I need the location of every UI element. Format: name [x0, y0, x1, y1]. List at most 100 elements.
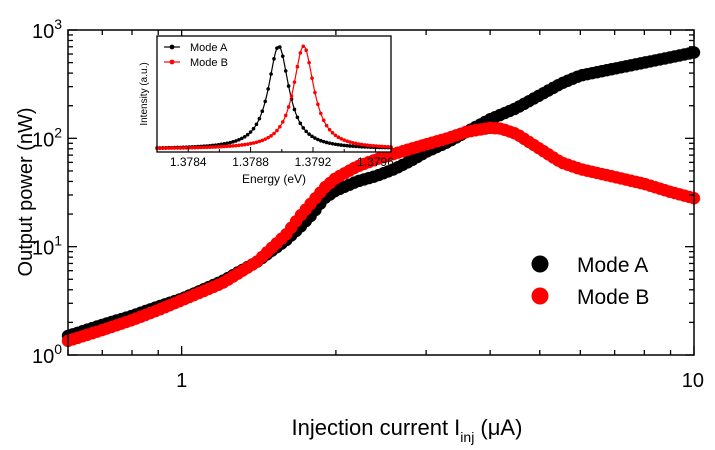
- inset-point: [175, 146, 180, 150]
- inset-point: [286, 84, 291, 88]
- inset-point: [345, 143, 349, 148]
- inset-point: [222, 142, 227, 146]
- main-y-axis-label: Output power (nW): [15, 108, 37, 277]
- inset-point: [377, 144, 382, 149]
- series-mode-b: [61, 121, 701, 348]
- inset-point: [219, 144, 224, 149]
- inset-point: [278, 125, 282, 129]
- inset-point: [199, 145, 203, 150]
- inset-point: [371, 144, 376, 148]
- inset-point: [383, 144, 387, 149]
- inset-point: [336, 135, 341, 140]
- inset-point: [190, 145, 194, 150]
- inset-point: [304, 129, 308, 134]
- inset-point: [319, 138, 323, 143]
- inset-point: [166, 146, 171, 150]
- inset-point: [354, 141, 358, 146]
- inset-point: [283, 113, 288, 118]
- inset-point: [231, 140, 235, 144]
- inset-point: [248, 130, 253, 134]
- inset-point: [289, 94, 294, 98]
- inset-x-tick-label: 1.3792: [295, 155, 332, 169]
- inset-point: [295, 115, 300, 120]
- inset-point: [260, 138, 265, 143]
- inset-point: [321, 118, 326, 123]
- inset-point: [251, 126, 256, 131]
- inset-point: [292, 107, 297, 112]
- inset-point: [354, 144, 358, 149]
- inset-point: [161, 146, 165, 150]
- inset-point: [272, 57, 276, 61]
- inset-point: [225, 141, 229, 146]
- inset-point: [307, 132, 311, 136]
- inset-point: [196, 145, 200, 150]
- inset-point: [234, 143, 238, 148]
- inset-point: [339, 137, 344, 141]
- inset-legend-marker: [169, 59, 175, 65]
- inset-point: [280, 54, 285, 58]
- inset-point: [260, 109, 265, 114]
- inset-point: [357, 142, 361, 146]
- inset-point: [386, 145, 390, 149]
- inset-point: [181, 146, 186, 150]
- inset-point: [240, 136, 244, 141]
- legend-label: Mode A: [577, 254, 648, 277]
- inset-x-axis-label: Energy (eV): [242, 172, 306, 186]
- inset-point: [301, 44, 306, 49]
- inset-point: [310, 134, 314, 139]
- inset-point: [225, 144, 229, 149]
- inset-point: [342, 138, 347, 142]
- inset-point: [327, 127, 332, 132]
- inset-point: [193, 145, 197, 150]
- inset-point: [266, 135, 270, 140]
- inset-point: [351, 141, 355, 145]
- inset-point: [237, 143, 241, 148]
- inset-point: [286, 105, 291, 109]
- inset-point: [234, 139, 238, 143]
- inset-point: [266, 87, 270, 91]
- legend-marker: [531, 287, 549, 305]
- inset-point: [357, 144, 361, 149]
- inset-point: [301, 126, 306, 130]
- inset-point: [374, 144, 379, 148]
- inset-point: [313, 136, 317, 140]
- inset-point: [327, 141, 332, 145]
- inset-point: [330, 141, 335, 146]
- inset-point: [272, 131, 276, 136]
- inset-point: [359, 142, 364, 147]
- inset-point: [324, 123, 329, 128]
- inset-point: [339, 143, 344, 147]
- inset-point: [207, 145, 212, 150]
- inset-point: [216, 145, 221, 149]
- inset-point: [204, 145, 209, 150]
- inset-point: [333, 133, 338, 138]
- inset-point: [345, 139, 349, 143]
- inset-point: [319, 111, 323, 116]
- inset-point: [298, 121, 303, 126]
- inset-point: [316, 137, 320, 142]
- inset-point: [228, 140, 232, 145]
- x-tick-label: 10: [682, 370, 704, 392]
- y-tick-label: 103: [32, 16, 62, 43]
- inset-point: [283, 69, 288, 73]
- inset-point: [348, 144, 352, 148]
- inset-y-axis-label: Intensity (a.u.): [139, 62, 150, 125]
- main-plot: 100 101 102 103 1 10 Injection current Iinj (…: [15, 16, 704, 445]
- inset-plot-frame: [156, 35, 392, 153]
- inset-point: [348, 140, 352, 144]
- inset-plot: 1.3784 1.3788 1.3792 1.3796 Energy (eV) Int…: [139, 35, 394, 186]
- inset-point: [231, 144, 235, 148]
- x-tick-label: 1: [176, 370, 187, 392]
- inset-legend-label: Mode A: [190, 42, 228, 54]
- main-x-axis-label-unit: (μA): [474, 415, 522, 440]
- inset-point: [158, 146, 162, 151]
- inset-point: [304, 48, 308, 53]
- inset-legend-marker: [169, 44, 175, 50]
- inset-point: [316, 102, 320, 107]
- inset-point: [263, 99, 268, 104]
- inset-point: [269, 72, 273, 76]
- inset-point: [307, 60, 311, 65]
- inset-point: [351, 144, 355, 148]
- inset-point: [310, 76, 314, 80]
